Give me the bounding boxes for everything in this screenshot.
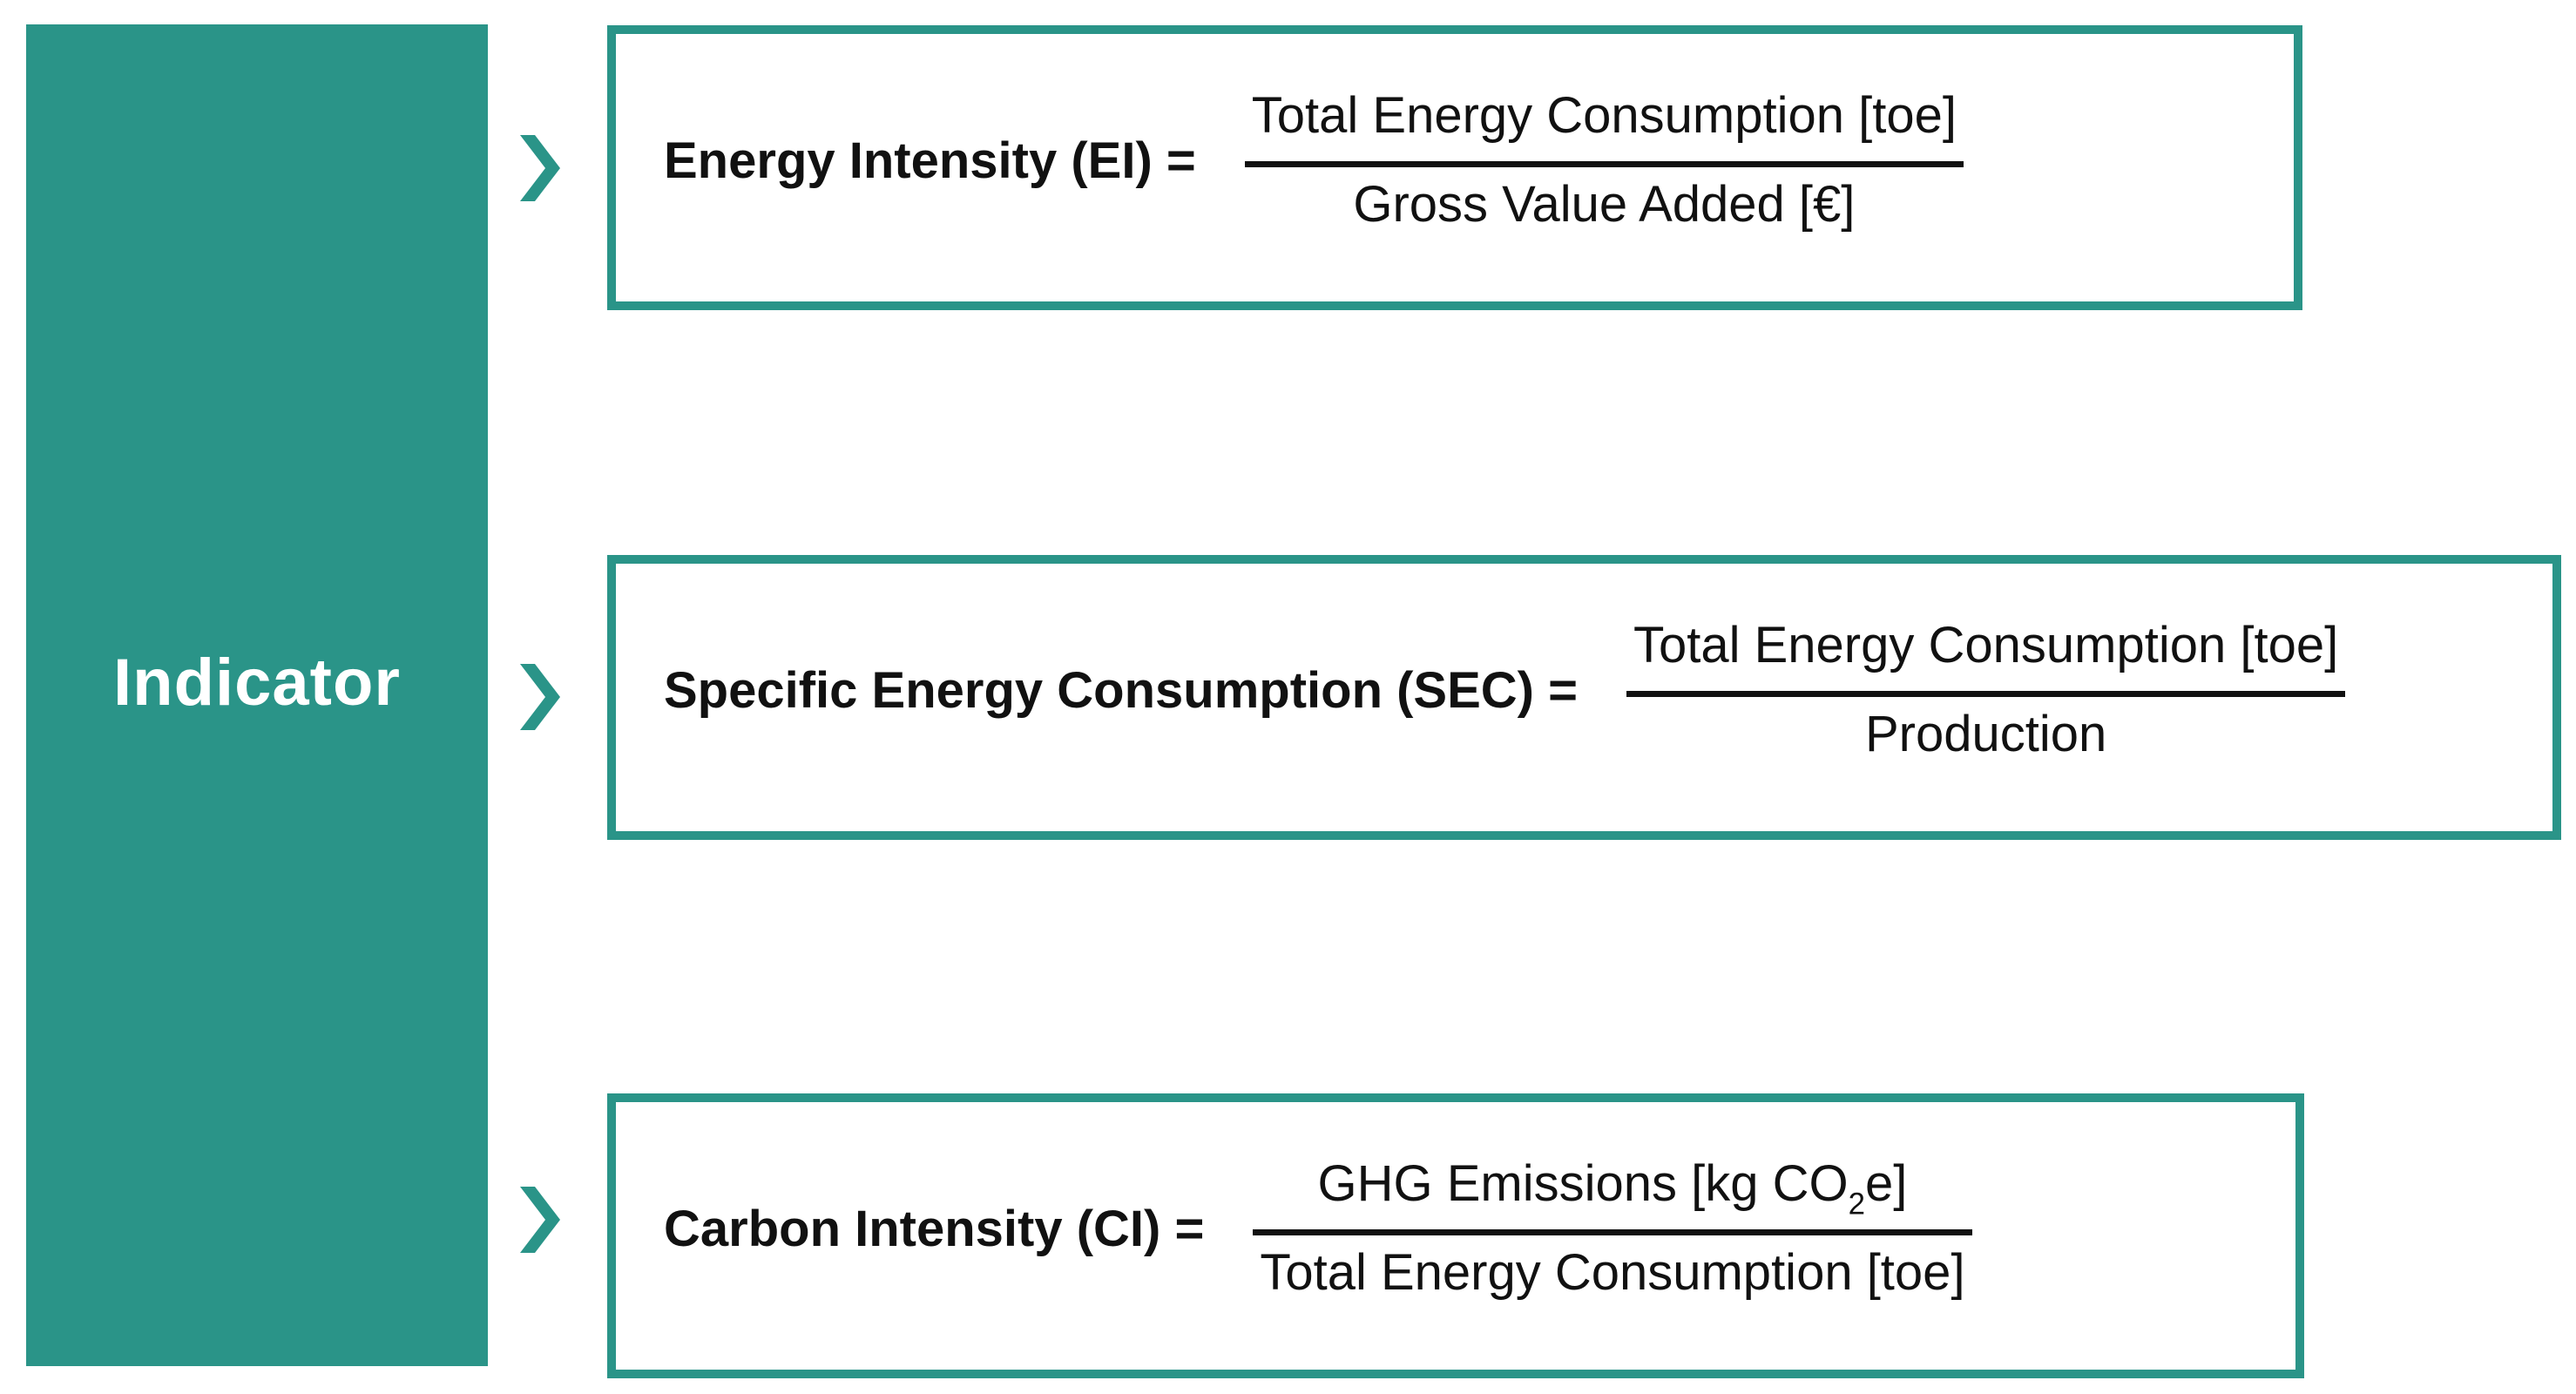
fraction-denominator: Gross Value Added [€] — [1353, 175, 1856, 233]
chevron-right-icon — [520, 135, 560, 201]
numerator-subscript: 2 — [1848, 1187, 1865, 1221]
fraction: Total Energy Consumption [toe] Productio… — [1626, 617, 2346, 763]
chevron-right-shape — [520, 1187, 560, 1253]
chevron-right-icon — [520, 1187, 560, 1253]
fraction-numerator: Total Energy Consumption [toe] — [1252, 87, 1957, 154]
fraction: GHG Emissions [kg CO2e] Total Energy Con… — [1253, 1155, 1972, 1302]
indicator-box-energy-intensity: Energy Intensity (EI) = Total Energy Con… — [607, 25, 2302, 310]
chevron-right-shape — [520, 135, 560, 201]
fraction-numerator: Total Energy Consumption [toe] — [1633, 617, 2338, 684]
indicator-label: Specific Energy Consumption (SEC) = — [664, 662, 1578, 719]
sidebar: Indicator — [26, 24, 488, 1366]
chevron-right-icon — [520, 664, 560, 730]
fraction-bar — [1626, 690, 2346, 697]
fraction: Total Energy Consumption [toe] Gross Val… — [1244, 87, 1964, 233]
fraction-denominator: Production — [1864, 705, 2107, 762]
sidebar-label: Indicator — [113, 645, 401, 720]
indicator-label: Energy Intensity (EI) = — [664, 132, 1196, 189]
fraction-bar — [1244, 160, 1964, 167]
numerator-text: GHG Emissions [kg CO — [1317, 1155, 1849, 1213]
numerator-text: Total Energy Consumption [toe] — [1633, 617, 2339, 674]
fraction-denominator: Total Energy Consumption [toe] — [1260, 1243, 1965, 1301]
indicator-box-carbon-intensity: Carbon Intensity (CI) = GHG Emissions [k… — [607, 1093, 2304, 1378]
numerator-text-suffix: e] — [1865, 1155, 1908, 1213]
chevron-right-shape — [520, 664, 560, 730]
numerator-text: Total Energy Consumption [toe] — [1251, 87, 1957, 145]
fraction-bar — [1253, 1228, 1972, 1235]
indicator-box-specific-energy-consumption: Specific Energy Consumption (SEC) = Tota… — [607, 555, 2561, 840]
fraction-numerator: GHG Emissions [kg CO2e] — [1318, 1155, 1908, 1222]
indicator-label: Carbon Intensity (CI) = — [664, 1201, 1205, 1257]
